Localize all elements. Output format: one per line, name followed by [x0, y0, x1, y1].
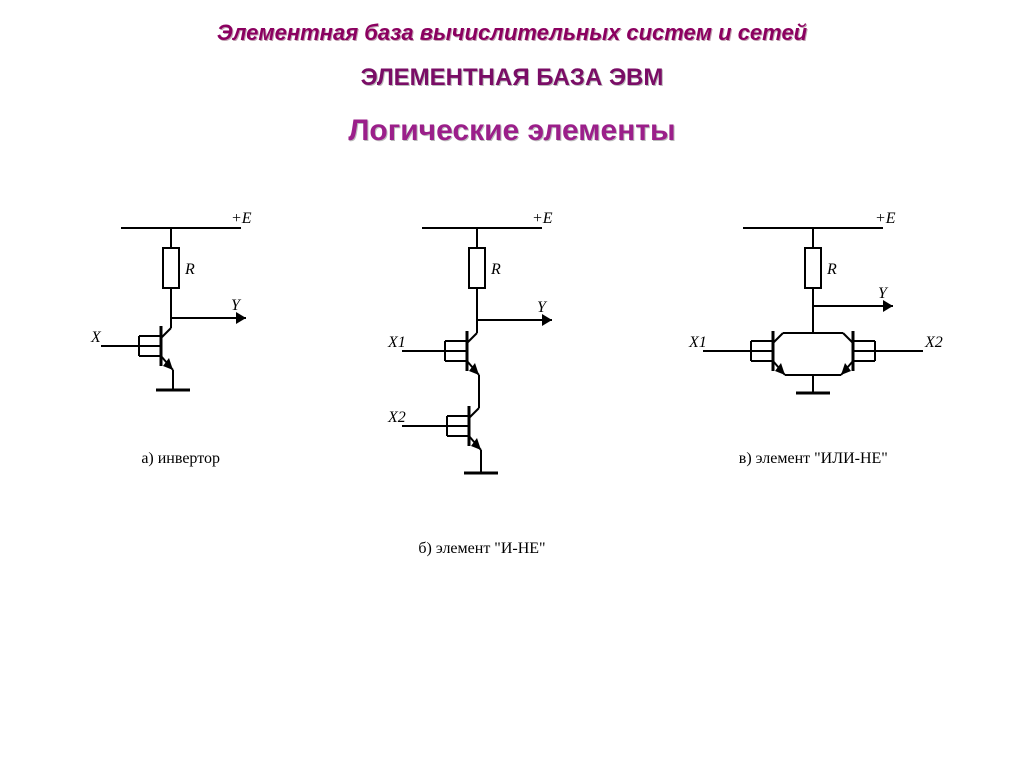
label-input-1: X1: [688, 334, 707, 351]
label-resistor: R: [490, 261, 501, 278]
caption-nand: б) элемент "И-НЕ": [418, 540, 545, 558]
panel-nand: +E R Y X1: [382, 208, 582, 558]
label-input-1: X1: [387, 334, 406, 351]
circuit-nand: +E R Y X1: [382, 208, 582, 528]
diagram-row: +E R Y X: [0, 208, 1024, 558]
label-input: X: [90, 329, 102, 346]
page-title-1: Элементная база вычислительных систем и …: [0, 0, 1024, 46]
label-resistor: R: [184, 261, 195, 278]
label-voltage: +E: [875, 210, 896, 227]
panel-nor: +E R Y X1: [683, 208, 943, 468]
circuit-inverter: +E R Y X: [81, 208, 281, 438]
page-title-2: ЭЛЕМЕНТНАЯ БАЗА ЭВМ: [0, 64, 1024, 92]
panel-inverter: +E R Y X: [81, 208, 281, 468]
caption-nor: в) элемент "ИЛИ-НЕ": [739, 450, 888, 468]
label-output: Y: [231, 297, 242, 314]
label-output: Y: [537, 299, 548, 316]
label-input-2: X2: [924, 334, 943, 351]
circuit-nor: +E R Y X1: [683, 208, 943, 438]
label-voltage: +E: [532, 210, 553, 227]
label-input-2: X2: [387, 409, 406, 426]
label-output: Y: [878, 285, 889, 302]
label-resistor: R: [826, 261, 837, 278]
caption-inverter: а) инвертор: [141, 450, 220, 468]
page-title-3: Логические элементы: [0, 114, 1024, 148]
label-voltage: +E: [231, 210, 252, 227]
